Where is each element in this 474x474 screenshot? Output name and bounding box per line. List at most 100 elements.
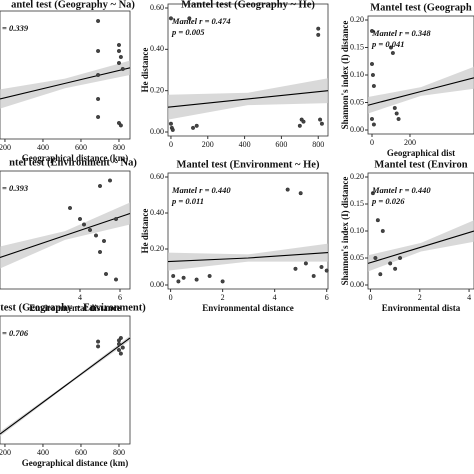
point (97, 249, 102, 254)
trend-line (0, 337, 131, 435)
point (388, 45, 393, 50)
x-tick-label: 0 (169, 293, 173, 302)
x-tick-label: 200 (0, 448, 11, 457)
point (191, 125, 196, 130)
point (101, 238, 106, 243)
y-tick-label: 0.60 (150, 3, 164, 12)
trend-line (367, 230, 474, 264)
point (194, 123, 199, 128)
x-tick-label: 400 (37, 448, 49, 457)
y-tick-label: 0.10 (350, 226, 364, 235)
point (116, 43, 121, 48)
x-tick-label: 600 (75, 143, 87, 152)
x-tick-label: 2 (221, 293, 225, 302)
point (120, 345, 125, 350)
panel: Mantel test (Geograph 0 200 0.00 0.05 0.10 0.1… (340, 2, 474, 158)
y-tick-label: 0.40 (150, 208, 164, 217)
x-tick-label: 4 (273, 293, 277, 302)
point (168, 121, 173, 126)
confidence-band (368, 66, 474, 114)
x-tick-label: 600 (275, 140, 287, 149)
panel: Mantel test (Environment ~ He) 0 2 4 6 0.00 0.… (140, 159, 329, 313)
point (369, 62, 374, 67)
trend-line (167, 252, 329, 263)
point (318, 117, 323, 122)
panel-title: Mantel test (Environ (374, 159, 467, 170)
point (375, 218, 380, 223)
point (187, 16, 192, 21)
annotation: p = 0.011 (171, 196, 204, 206)
panel: Mantel test (Geography ~ He) 0 200 400 600 80… (140, 0, 329, 149)
x-tick-label: 200 (404, 138, 416, 147)
point (116, 338, 121, 343)
point (97, 183, 102, 188)
point (103, 272, 108, 277)
x-axis-label: Geographical dist (387, 148, 455, 158)
annotation: = 0.339 (2, 23, 29, 33)
panel: antel test (Geography ~ Na) 200 400 600 800G… (0, 0, 135, 163)
point (81, 222, 86, 227)
annotation: Mantel r = 0.348 (371, 28, 431, 38)
y-tick-label: 0.40 (150, 44, 164, 53)
trend-line (0, 67, 131, 100)
point (311, 274, 316, 279)
y-tick-label: 0.00 (350, 125, 364, 134)
y-tick-label: 0.00 (350, 280, 364, 289)
point (120, 66, 125, 71)
point (87, 227, 92, 232)
x-axis-label: Environmental distance (202, 303, 294, 313)
point (371, 122, 376, 127)
panel-title: test (Geography ~ Environment) (0, 302, 146, 313)
panel-title: antel test (Geography ~ Na) (11, 0, 135, 10)
x-tick-label: 400 (37, 143, 49, 152)
x-tick-label: 6 (118, 293, 122, 302)
point (388, 261, 393, 266)
annotation: Mantel r = 0.440 (171, 185, 231, 195)
point (96, 19, 101, 24)
annotation: = 0.393 (2, 183, 29, 193)
point (118, 351, 123, 356)
point (116, 348, 121, 353)
point (170, 127, 175, 132)
point (176, 279, 181, 284)
x-tick-label: 200 (0, 143, 11, 152)
point (396, 116, 401, 121)
y-tick-label: 0.05 (350, 97, 364, 106)
x-tick-label: 4 (78, 293, 82, 302)
confidence-band (168, 243, 328, 271)
point (301, 119, 306, 124)
point (303, 261, 308, 266)
x-axis-label: Environmental dista (382, 303, 461, 313)
point (371, 83, 376, 88)
y-tick-label: 0.20 (150, 85, 164, 94)
y-tick-label: 0.20 (350, 15, 364, 24)
point (370, 72, 375, 77)
x-tick-label: 2 (418, 293, 422, 302)
point (113, 216, 118, 221)
point (93, 233, 98, 238)
y-axis-label: He distance (140, 48, 150, 93)
y-axis-label: Shannon's index (I) distance (340, 21, 350, 130)
x-tick-label: 800 (113, 143, 125, 152)
panel-title: Mantel test (Environment ~ He) (177, 159, 320, 170)
point (220, 279, 225, 284)
point (107, 178, 112, 183)
point (171, 274, 176, 279)
point (378, 272, 383, 277)
y-tick-label: 0.10 (350, 70, 364, 79)
panel-title: ntel test (Environment ~ Na) (9, 157, 137, 168)
plot-area (0, 170, 131, 290)
point (96, 72, 101, 77)
x-tick-label: 0 (368, 293, 372, 302)
confidence-band (0, 60, 130, 109)
point (96, 49, 101, 54)
point (285, 187, 290, 192)
y-tick-label: 0.60 (150, 172, 164, 181)
point (390, 51, 395, 56)
point (77, 216, 82, 221)
point (369, 29, 374, 34)
point (118, 55, 123, 60)
y-axis-label: Shannon's index (I) distance (340, 177, 350, 286)
point (373, 256, 378, 261)
